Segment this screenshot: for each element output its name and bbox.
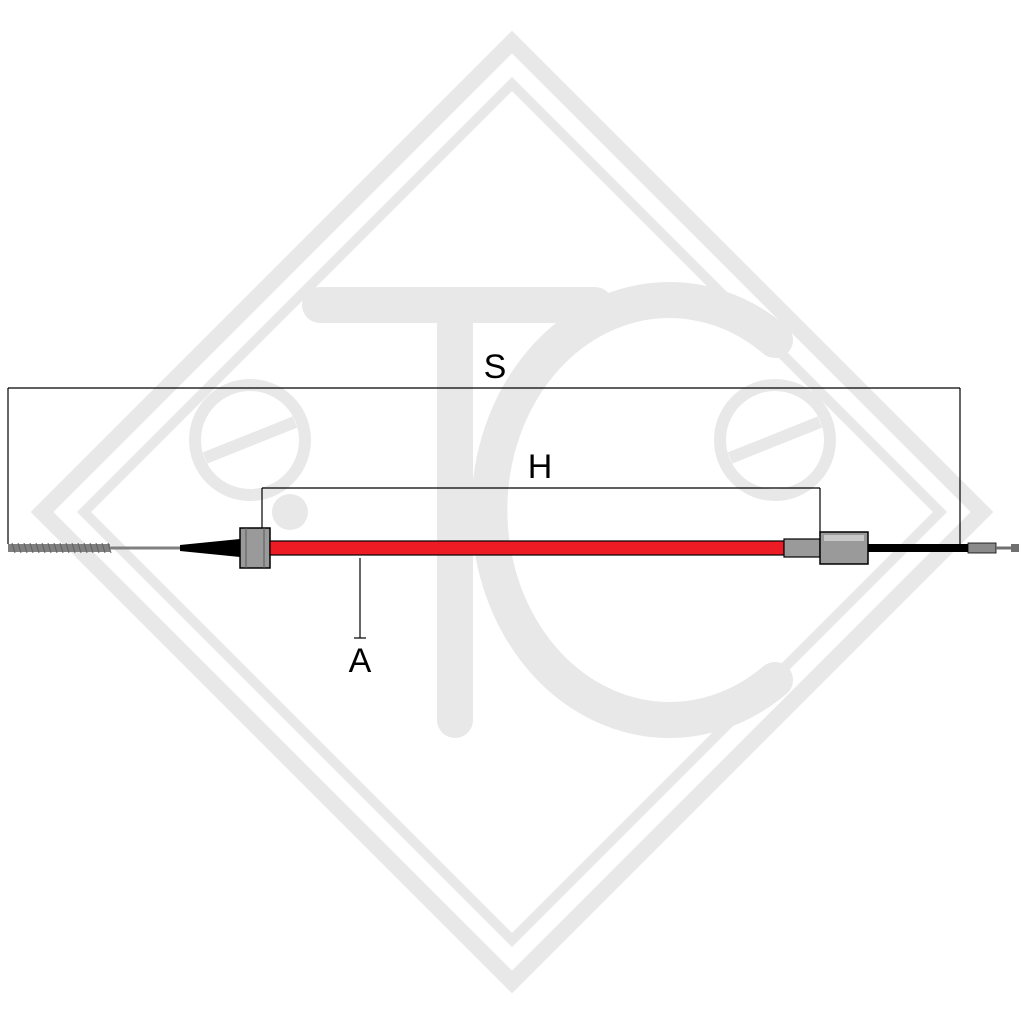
watermark-logo bbox=[42, 42, 982, 982]
brake-cable-assembly bbox=[8, 528, 1019, 568]
diagram-canvas: S H A bbox=[0, 0, 1024, 1024]
dimension-label-h: H bbox=[528, 448, 553, 486]
dimension-label-a: A bbox=[349, 642, 372, 680]
dimension-label-s: S bbox=[484, 348, 507, 386]
